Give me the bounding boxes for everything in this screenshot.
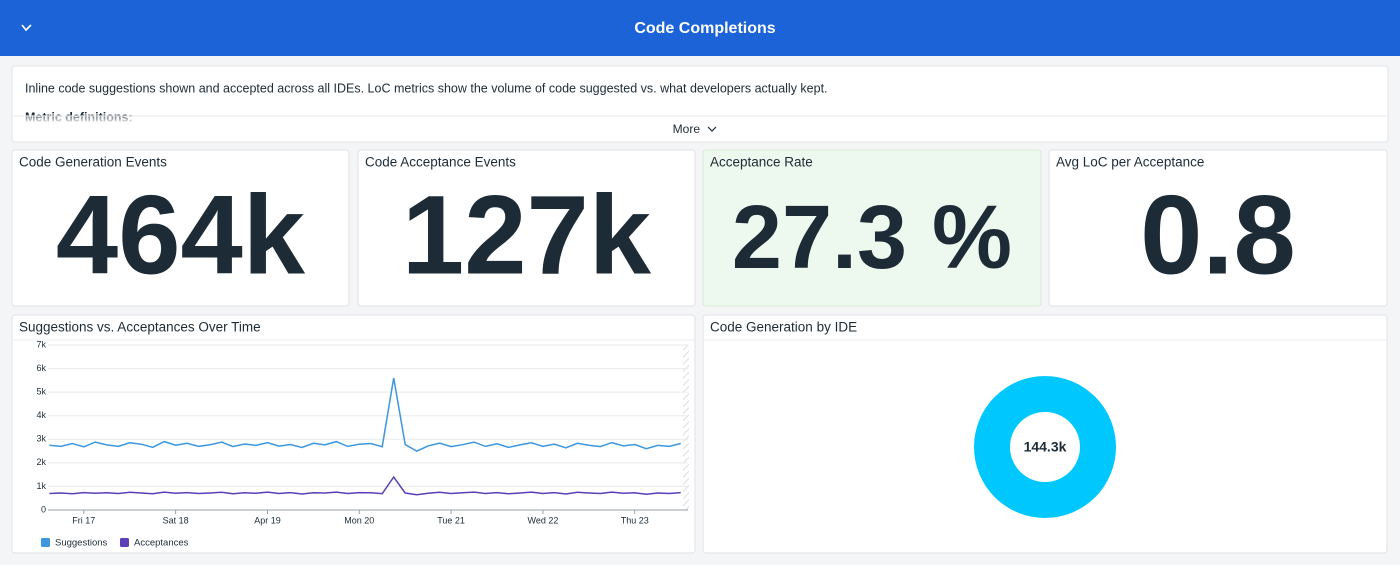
x-tick-label: Mon 20 bbox=[344, 515, 374, 525]
chart-title: Suggestions vs. Acceptances Over Time bbox=[19, 320, 261, 335]
y-tick-label: 2k bbox=[36, 457, 46, 467]
kpi-title: Code Generation Events bbox=[19, 155, 167, 170]
kpi-value: 27.3 % bbox=[732, 188, 1012, 288]
kpi-title: Acceptance Rate bbox=[710, 155, 813, 170]
x-tick-label: Thu 23 bbox=[621, 515, 649, 525]
kpi-title: Avg LoC per Acceptance bbox=[1056, 155, 1204, 170]
chart-title: Code Generation by IDE bbox=[710, 320, 857, 335]
hatch-area bbox=[683, 345, 689, 510]
kpi-card bbox=[702, 149, 1042, 307]
y-tick-label: 1k bbox=[36, 481, 46, 491]
y-tick-label: 4k bbox=[36, 410, 46, 420]
y-tick-label: 5k bbox=[36, 387, 46, 397]
more-button[interactable]: More bbox=[673, 122, 717, 136]
header-bar bbox=[0, 0, 1400, 56]
kpi-value: 0.8 bbox=[1140, 173, 1296, 298]
series-line bbox=[49, 377, 681, 452]
description-text: Inline code suggestions shown and accept… bbox=[25, 81, 828, 95]
legend-swatch bbox=[41, 538, 50, 547]
kpi-value: 464k bbox=[56, 173, 306, 298]
x-tick-label: Tue 21 bbox=[437, 515, 465, 525]
x-tick-label: Wed 22 bbox=[527, 515, 558, 525]
x-tick-label: Sat 18 bbox=[163, 515, 189, 525]
x-tick-label: Fri 17 bbox=[72, 515, 95, 525]
kpi-title: Code Acceptance Events bbox=[365, 155, 516, 170]
series-line bbox=[49, 475, 681, 496]
kpi-value: 127k bbox=[402, 173, 652, 298]
more-label[interactable]: More bbox=[673, 122, 701, 136]
y-tick-label: 3k bbox=[36, 434, 46, 444]
legend-swatch bbox=[120, 538, 129, 547]
header-title: Code Completions bbox=[634, 20, 775, 37]
kpi-card bbox=[11, 149, 350, 307]
chart-panel bbox=[702, 314, 1388, 554]
kpi-card bbox=[357, 149, 696, 307]
kpi-card bbox=[1048, 149, 1388, 307]
donut-center-label: 144.3k bbox=[1024, 439, 1067, 455]
pie-slice bbox=[974, 376, 1116, 518]
y-tick-label: 6k bbox=[36, 363, 46, 373]
legend-label: Acceptances bbox=[134, 538, 189, 549]
y-tick-label: 0 bbox=[41, 504, 46, 514]
more-chevron[interactable] bbox=[707, 126, 717, 132]
more-fade bbox=[13, 115, 1387, 141]
legend-label: Suggestions bbox=[55, 538, 108, 549]
collapse-chevron[interactable] bbox=[21, 24, 32, 32]
y-tick-label: 7k bbox=[36, 339, 46, 349]
x-tick-label: Apr 19 bbox=[254, 515, 281, 525]
